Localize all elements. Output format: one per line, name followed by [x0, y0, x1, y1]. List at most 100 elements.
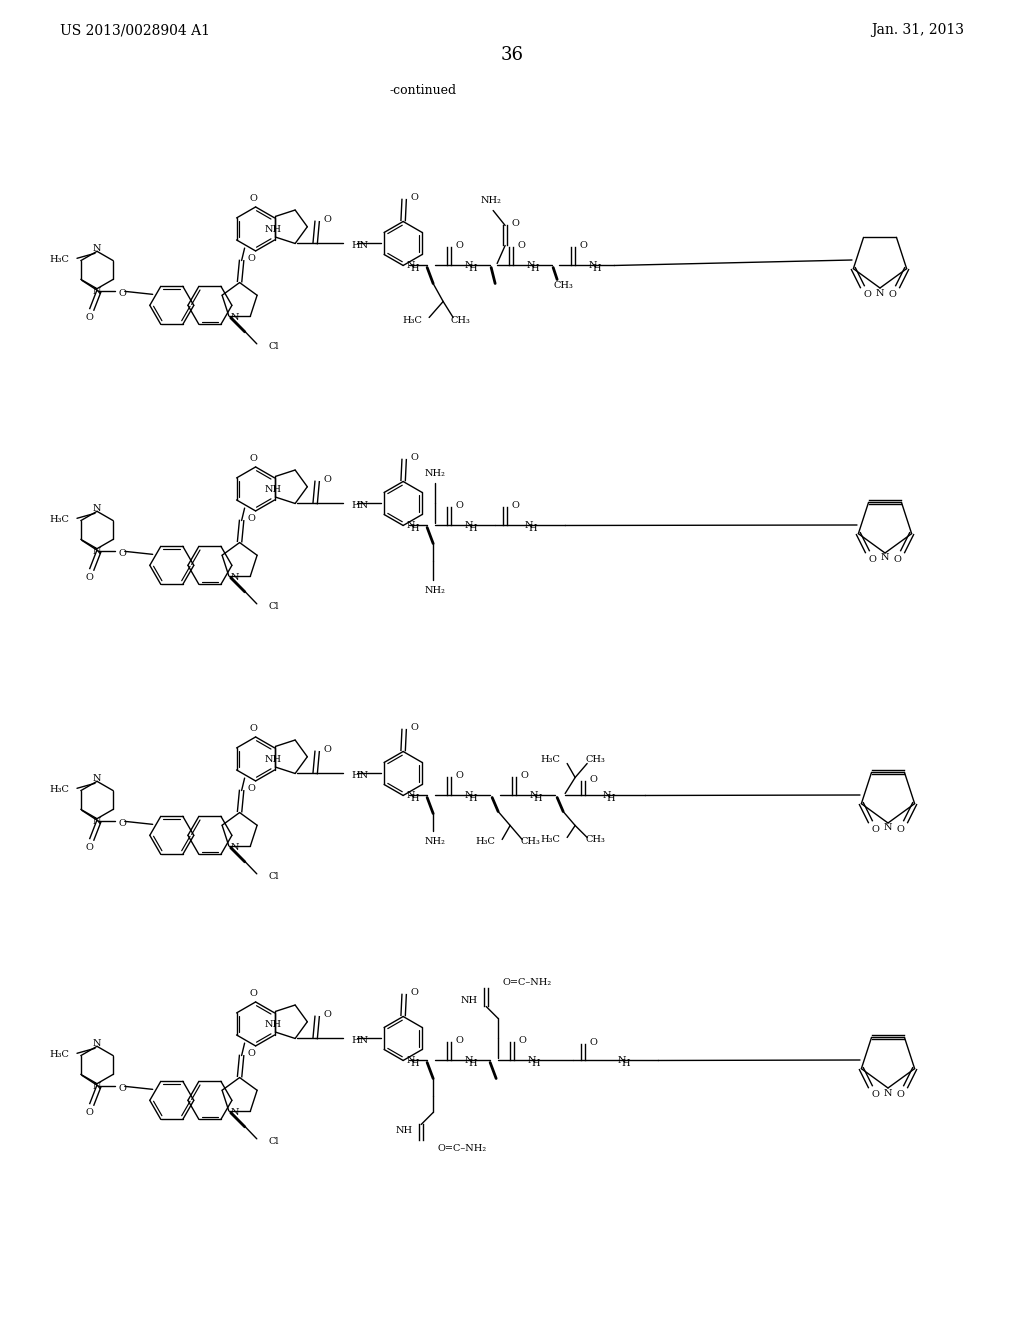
- Text: N: N: [884, 824, 892, 833]
- Text: HN: HN: [351, 242, 369, 249]
- Text: H₃C: H₃C: [541, 755, 560, 764]
- Text: O=C–NH₂: O=C–NH₂: [502, 978, 551, 987]
- Text: O: O: [250, 725, 258, 734]
- Text: H: H: [411, 795, 420, 803]
- Text: N: N: [230, 313, 239, 322]
- Text: N: N: [465, 1056, 473, 1065]
- Text: NH: NH: [461, 997, 478, 1005]
- Text: NH: NH: [265, 484, 282, 494]
- Text: O: O: [324, 744, 331, 754]
- Text: O: O: [871, 1090, 880, 1100]
- Text: HN: HN: [351, 502, 369, 510]
- Text: HN: HN: [351, 1036, 369, 1045]
- Text: O: O: [119, 549, 127, 558]
- Text: O=C–NH₂: O=C–NH₂: [437, 1144, 486, 1152]
- Text: O: O: [868, 556, 877, 564]
- Text: H: H: [411, 524, 420, 533]
- Text: N: N: [93, 504, 101, 512]
- Text: H: H: [534, 795, 543, 803]
- Text: NH₂: NH₂: [425, 469, 445, 478]
- Text: H: H: [469, 264, 477, 273]
- Text: N: N: [93, 244, 101, 253]
- Text: N: N: [465, 261, 473, 271]
- Text: O: O: [517, 242, 525, 249]
- Text: O: O: [324, 1010, 331, 1019]
- Text: O: O: [580, 242, 587, 249]
- Text: CH₃: CH₃: [451, 315, 470, 325]
- Text: CH₃: CH₃: [553, 281, 573, 290]
- Text: NH₂: NH₂: [425, 837, 445, 846]
- Text: N: N: [527, 261, 536, 271]
- Text: O: O: [518, 1036, 526, 1045]
- Text: NH: NH: [265, 1019, 282, 1028]
- Text: NH: NH: [265, 224, 282, 234]
- Text: H: H: [411, 1059, 420, 1068]
- Text: O: O: [589, 775, 597, 784]
- Text: NH: NH: [265, 755, 282, 763]
- Text: O: O: [897, 825, 904, 834]
- Text: N: N: [465, 521, 473, 531]
- Text: O: O: [324, 475, 331, 484]
- Text: H: H: [607, 795, 615, 803]
- Text: H: H: [531, 1059, 541, 1068]
- Text: N: N: [884, 1089, 892, 1097]
- Text: O: O: [248, 1049, 256, 1059]
- Text: O: O: [250, 454, 258, 463]
- Text: O: O: [863, 290, 871, 300]
- Text: H₃C: H₃C: [49, 515, 69, 524]
- Text: O: O: [511, 502, 519, 510]
- Text: O: O: [889, 290, 897, 300]
- Text: N: N: [93, 1082, 101, 1092]
- Text: NH₂: NH₂: [480, 195, 502, 205]
- Text: O: O: [520, 771, 528, 780]
- Text: O: O: [456, 771, 463, 780]
- Text: N: N: [617, 1056, 627, 1065]
- Text: H: H: [528, 524, 538, 533]
- Text: H: H: [622, 1059, 631, 1068]
- Text: N: N: [407, 1056, 416, 1065]
- Text: H: H: [411, 264, 420, 273]
- Text: N: N: [589, 261, 597, 271]
- Text: O: O: [411, 723, 418, 733]
- Text: O: O: [86, 843, 94, 851]
- Text: O: O: [897, 1090, 904, 1100]
- Text: N: N: [93, 817, 101, 826]
- Text: US 2013/0028904 A1: US 2013/0028904 A1: [60, 22, 210, 37]
- Text: N: N: [603, 791, 611, 800]
- Text: O: O: [456, 1036, 463, 1045]
- Text: N: N: [525, 521, 534, 531]
- Text: H₃C: H₃C: [49, 785, 69, 793]
- Text: O: O: [119, 289, 127, 298]
- Text: H: H: [469, 795, 477, 803]
- Text: Cl: Cl: [268, 342, 280, 351]
- Text: O: O: [86, 1107, 94, 1117]
- Text: O: O: [324, 215, 331, 224]
- Text: N: N: [230, 843, 239, 853]
- Text: H: H: [469, 1059, 477, 1068]
- Text: -continued: -continued: [390, 83, 457, 96]
- Text: CH₃: CH₃: [585, 836, 605, 843]
- Text: H₃C: H₃C: [402, 315, 422, 325]
- Text: N: N: [876, 289, 885, 297]
- Text: N: N: [230, 1109, 239, 1117]
- Text: N: N: [230, 573, 239, 582]
- Text: O: O: [456, 502, 463, 510]
- Text: CH₃: CH₃: [585, 755, 605, 764]
- Text: O: O: [248, 253, 256, 263]
- Text: H: H: [530, 264, 540, 273]
- Text: O: O: [456, 242, 463, 249]
- Text: N: N: [881, 553, 889, 562]
- Text: H₃C: H₃C: [49, 255, 69, 264]
- Text: O: O: [589, 1038, 597, 1047]
- Text: H: H: [469, 524, 477, 533]
- Text: O: O: [248, 513, 256, 523]
- Text: Cl: Cl: [268, 602, 280, 611]
- Text: H: H: [593, 264, 601, 273]
- Text: N: N: [407, 521, 416, 531]
- Text: Jan. 31, 2013: Jan. 31, 2013: [871, 22, 964, 37]
- Text: N: N: [465, 791, 473, 800]
- Text: N: N: [528, 1056, 537, 1065]
- Text: O: O: [119, 818, 127, 828]
- Text: N: N: [93, 288, 101, 296]
- Text: N: N: [407, 261, 416, 271]
